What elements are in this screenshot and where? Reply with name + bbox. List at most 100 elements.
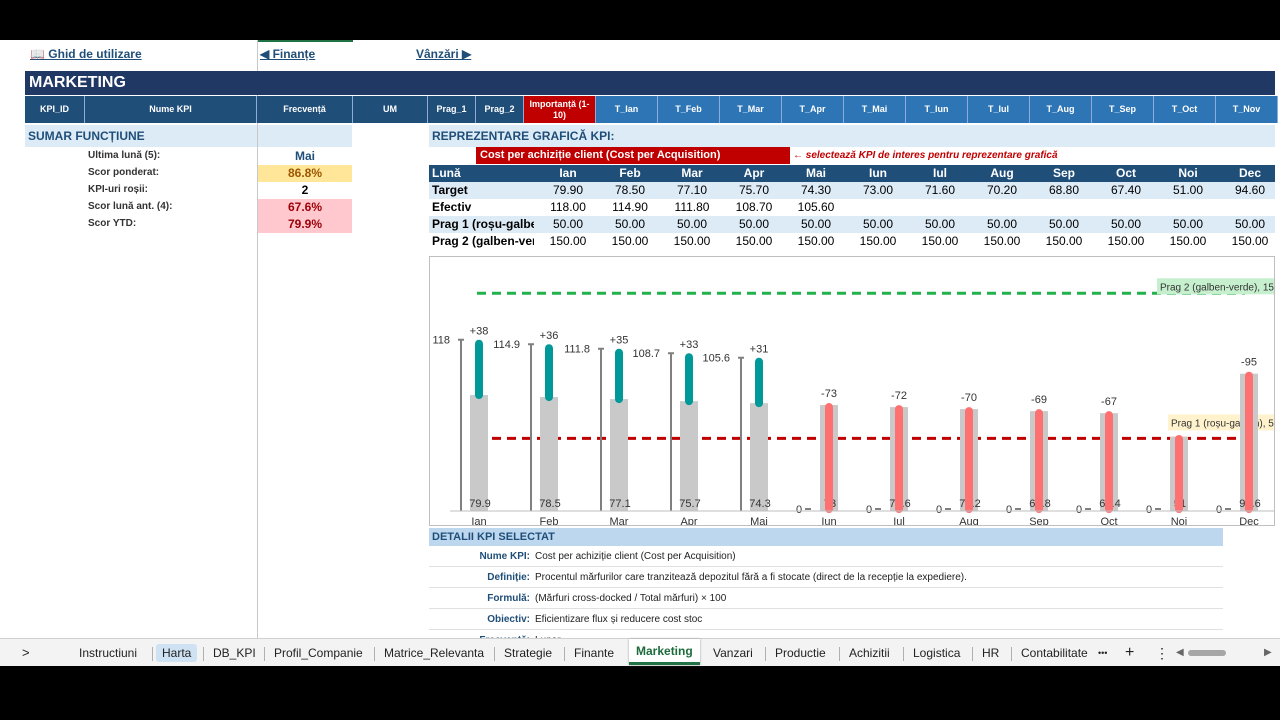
tab-marketing[interactable]: Marketing [629, 639, 700, 665]
month-header: Oct [1115, 166, 1136, 180]
x-tick-label: Aug [959, 516, 979, 526]
scroll-right-button[interactable]: ▶ [1264, 647, 1272, 658]
table-cell: 71.60 [924, 183, 956, 197]
detail-label: Nume KPI: [479, 551, 530, 562]
tab-harta[interactable]: Harta [156, 644, 198, 662]
table-cell: 50.00 [862, 217, 894, 231]
tab-matrice_relevanta[interactable]: Matrice_Relevanta [384, 646, 485, 660]
kpi-selector-dropdown[interactable]: Cost per achiziție client (Cost per Acqu… [476, 147, 790, 164]
tab-finante[interactable]: Finante [574, 646, 615, 660]
table-cell: 108.70 [735, 200, 773, 214]
target-value-label: 78.5 [539, 498, 560, 510]
tab-separator [972, 647, 973, 661]
header-cell: Prag_2 [476, 96, 524, 123]
table-cell: 50.00 [1110, 217, 1142, 231]
header-cell: T_Feb [658, 96, 720, 123]
header-cell: T_Mar [720, 96, 782, 123]
more-tabs-button[interactable]: ••• [1098, 648, 1108, 658]
tab-separator [1011, 647, 1012, 661]
scroll-left-button[interactable]: ◀ [1176, 647, 1184, 658]
month-header: Noi [1178, 166, 1198, 180]
detail-row: Frecvență: Lunar [429, 631, 1223, 638]
summary-title: SUMAR FUNCȚIUNE [28, 129, 145, 143]
table-cell: 150.00 [983, 234, 1021, 248]
table-cell: 111.80 [674, 200, 710, 214]
tab-instructiuni[interactable]: Instructiuni [79, 646, 138, 660]
tab-contabilitate[interactable]: Contabilitate [1021, 646, 1088, 660]
target-value-label: 75.7 [679, 498, 700, 510]
add-sheet-button[interactable]: + [1125, 644, 1135, 661]
tab-profil_companie[interactable]: Profil_Companie [274, 646, 363, 660]
user-guide-link[interactable]: 📖 Ghid de utilizare [30, 47, 142, 61]
sheet-menu-button[interactable]: ⋮ [1155, 645, 1169, 661]
header-cell: T_Ian [596, 96, 658, 123]
target-value-label: 74.3 [749, 498, 770, 510]
table-cell: 50.00 [800, 217, 832, 231]
table-cell: 150.00 [673, 234, 711, 248]
summary-label: Scor YTD: [88, 218, 137, 229]
table-cell: 50.00 [986, 217, 1018, 231]
summary-value: 67.6% [258, 199, 352, 216]
detail-value: Eficientizare flux și reducere cost stoc [535, 614, 703, 625]
summary-label: Scor lună ant. (4): [88, 201, 173, 212]
prev-sheet-link[interactable]: ◀ Finanțe [260, 47, 316, 61]
actual-value-label: 0 [866, 504, 872, 516]
tab-db_kpi[interactable]: DB_KPI [213, 646, 256, 660]
next-sheet-link[interactable]: Vânzări ▶ [416, 47, 472, 61]
table-cell: 50.00 [738, 217, 770, 231]
table-cell: 150.00 [921, 234, 959, 248]
table-row: Prag 1 (roșu-galben) 50.00 50.00 50.00 50.00… [429, 216, 1275, 233]
x-tick-label: Iun [821, 516, 836, 526]
table-cell: 150.00 [1045, 234, 1083, 248]
tab-separator [203, 647, 204, 661]
tab-achizitii[interactable]: Achizitii [849, 646, 890, 660]
month-header: Iun [869, 166, 887, 180]
table-cell: 50.00 [614, 217, 646, 231]
column-divider [257, 40, 258, 638]
detail-value: Cost per achiziție client (Cost per Acqu… [535, 551, 736, 562]
month-header: Aug [990, 166, 1014, 180]
variance-label: +31 [750, 344, 769, 356]
table-cell: 68.80 [1048, 183, 1080, 197]
tab-separator [765, 647, 766, 661]
tab-hr[interactable]: HR [982, 646, 1000, 660]
table-cell: 77.10 [676, 183, 708, 197]
summary-label: Ultima lună (5): [88, 150, 161, 161]
table-cell: 114.90 [612, 200, 648, 214]
table-cell [1219, 199, 1280, 216]
table-cell [847, 199, 909, 216]
table-cell: 150.00 [1169, 234, 1207, 248]
table-cell [1157, 199, 1219, 216]
tab-separator [903, 647, 904, 661]
horizontal-scrollbar-thumb[interactable] [1188, 650, 1226, 656]
x-tick-label: Apr [680, 516, 697, 526]
tab-separator [152, 647, 153, 661]
sheet-title-bar: MARKETING [25, 71, 1275, 95]
table-cell [1033, 199, 1095, 216]
detail-value: Lunar [535, 635, 561, 638]
variance-label: -67 [1101, 396, 1117, 408]
target-bar [540, 397, 558, 511]
month-header: Ian [559, 166, 577, 180]
tab-separator [374, 647, 375, 661]
tab-nav-arrow[interactable]: > [22, 645, 30, 660]
tab-strategie[interactable]: Strategie [504, 646, 553, 660]
tab-logistica[interactable]: Logistica [913, 646, 961, 660]
table-cell: 50.00 [924, 217, 956, 231]
variance-label: -69 [1031, 394, 1047, 406]
target-value-label: 77.1 [609, 498, 630, 510]
actual-value-label: 105.6 [702, 353, 730, 365]
variance-label: +36 [540, 330, 559, 342]
x-tick-label: Noi [1171, 516, 1188, 526]
details-title: DETALII KPI SELECTAT [432, 531, 555, 543]
tab-vanzari[interactable]: Vanzari [713, 646, 753, 660]
header-cell: T_Sep [1092, 96, 1154, 123]
actual-value-label: 0 [1006, 504, 1012, 516]
variance-label: +35 [610, 335, 629, 347]
x-tick-label: Oct [1100, 516, 1117, 526]
kpi-selector-hint: ← selectează KPI de interes pentru repre… [793, 150, 1058, 161]
tab-productie[interactable]: Productie [775, 646, 826, 660]
table-cell [909, 199, 971, 216]
summary-title-bg-2 [258, 125, 352, 147]
actual-value-label: 0 [796, 504, 802, 516]
